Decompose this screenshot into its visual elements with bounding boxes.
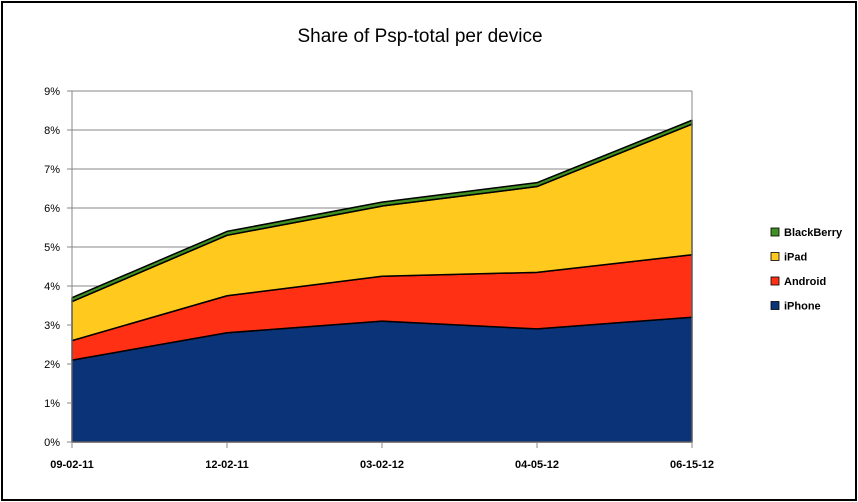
- legend-swatch-ipad: [770, 252, 780, 261]
- y-axis-tick-labels: 0% 1% 2% 3% 4% 5% 6% 7% 8% 9%: [44, 86, 72, 449]
- y-tick-label: 7%: [44, 164, 60, 176]
- x-tick-label: 06-15-12: [670, 459, 714, 471]
- legend-label-blackberry: BlackBerry: [784, 227, 843, 239]
- y-tick-label: 1%: [44, 398, 60, 410]
- x-axis-tick-labels: 09-02-11 12-02-11 03-02-12 04-05-12 06-15-12: [50, 442, 714, 471]
- y-tick-label: 3%: [44, 320, 60, 332]
- legend-label-iphone: iPhone: [784, 301, 821, 313]
- y-tick-label: 6%: [44, 203, 60, 215]
- chart-title: Share of Psp-total per device: [297, 26, 542, 47]
- legend: BlackBerry iPad Android iPhone: [770, 227, 843, 313]
- x-tick-label: 09-02-11: [50, 459, 93, 471]
- area-series-layer: [71, 119, 693, 443]
- x-tick-label: 03-02-12: [360, 459, 404, 471]
- y-tick-label: 0%: [44, 437, 60, 449]
- legend-swatch-android: [770, 276, 780, 286]
- legend-label-android: Android: [784, 276, 826, 288]
- y-tick-label: 5%: [44, 242, 60, 254]
- y-tick-label: 8%: [44, 125, 60, 137]
- y-tick-label: 9%: [44, 86, 60, 98]
- legend-label-ipad: iPad: [784, 252, 807, 264]
- x-tick-label: 12-02-11: [205, 459, 248, 471]
- legend-swatch-iphone: [770, 301, 780, 310]
- x-tick-label: 04-05-12: [515, 459, 559, 471]
- legend-swatch-blackberry: [770, 227, 780, 237]
- y-tick-label: 4%: [44, 281, 60, 293]
- y-tick-label: 2%: [44, 359, 60, 371]
